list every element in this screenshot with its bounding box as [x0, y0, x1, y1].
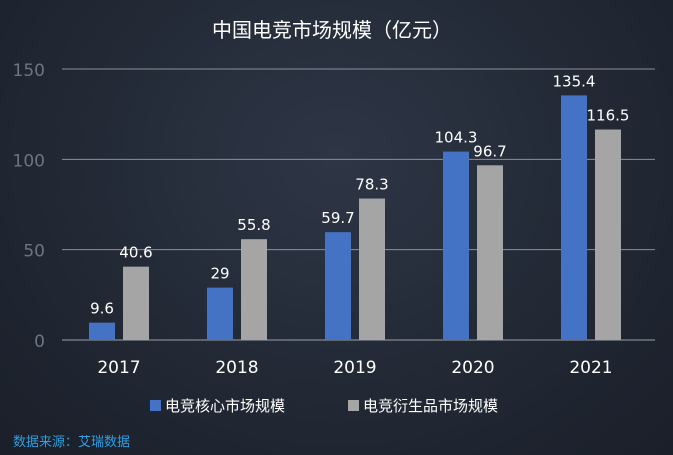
legend-swatch [348, 400, 359, 411]
data-label: 40.6 [119, 244, 152, 262]
data-label: 9.6 [90, 300, 114, 318]
data-label: 96.7 [473, 142, 506, 160]
y-tick-label: 50 [23, 242, 45, 262]
data-label: 78.3 [355, 176, 388, 194]
legend-label: 电竞核心市场规模 [165, 397, 285, 415]
bar-derivative-2020 [477, 165, 503, 340]
data-label: 104.3 [435, 129, 478, 147]
data-label: 59.7 [321, 209, 354, 227]
chart-title: 中国电竞市场规模（亿元） [212, 18, 452, 42]
y-axis: 0 50 100 150 [13, 61, 45, 352]
legend-swatch [150, 400, 161, 411]
x-tick-label: 2017 [97, 358, 140, 378]
bar-core-2020 [443, 151, 469, 340]
data-label: 116.5 [587, 107, 630, 125]
x-tick-label: 2019 [333, 358, 376, 378]
bars [89, 95, 621, 340]
bar-derivative-2017 [123, 266, 149, 340]
x-axis: 2017 2018 2019 2020 2021 [97, 358, 612, 378]
data-label: 135.4 [553, 72, 596, 90]
bar-core-2019 [325, 232, 351, 340]
x-tick-label: 2018 [215, 358, 258, 378]
bar-derivative-2018 [241, 239, 267, 340]
legend-label: 电竞衍生品市场规模 [363, 397, 498, 415]
y-tick-label: 100 [13, 151, 45, 171]
bar-core-2018 [207, 287, 233, 340]
x-tick-label: 2020 [451, 358, 494, 378]
bar-core-2021 [561, 95, 587, 340]
y-tick-label: 150 [13, 61, 45, 81]
data-labels: 9.6 40.6 29 55.8 59.778.3 104.396.7 135.4 116.5 [90, 72, 629, 317]
data-label: 29 [210, 265, 229, 283]
bar-derivative-2019 [359, 198, 385, 340]
legend: 电竞核心市场规模 电竞衍生品市场规模 [150, 397, 498, 415]
bar-core-2017 [89, 322, 115, 340]
x-tick-label: 2021 [569, 358, 612, 378]
data-label: 55.8 [237, 216, 270, 234]
gridlines [62, 68, 655, 341]
y-tick-label: 0 [34, 332, 45, 352]
source-note: 数据来源：艾瑞数据 [13, 435, 131, 450]
bar-derivative-2021 [595, 129, 621, 340]
